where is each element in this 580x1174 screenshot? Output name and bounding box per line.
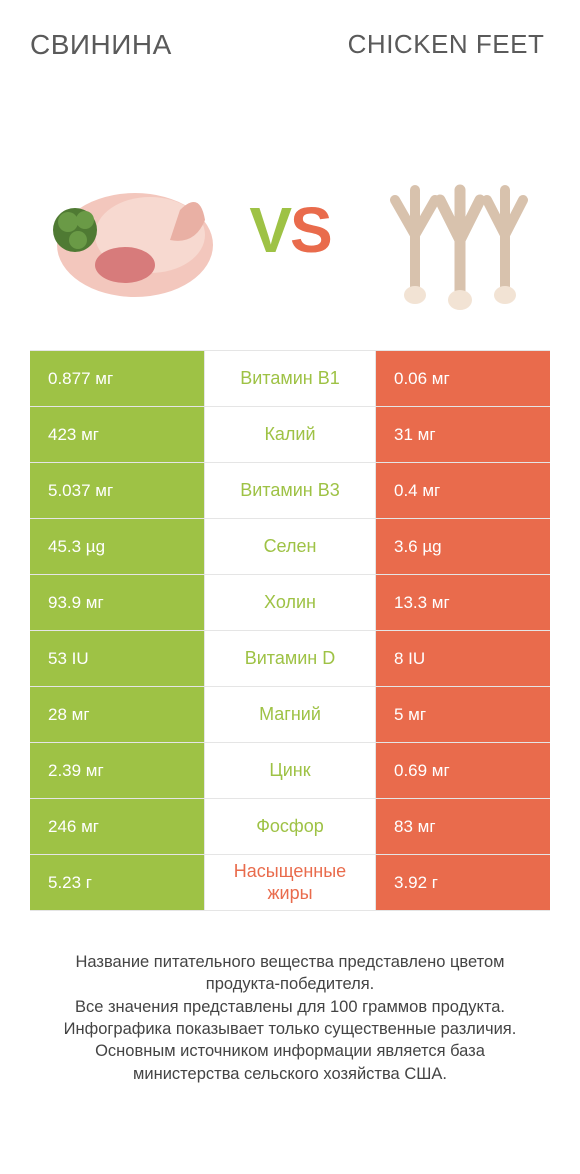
value-left: 53 IU: [30, 631, 205, 686]
vs-label: VS: [249, 198, 330, 262]
value-right: 83 мг: [375, 799, 550, 854]
title-left: Свинина: [30, 30, 238, 61]
product-right-image: [360, 150, 550, 310]
nutrient-label: Холин: [205, 575, 375, 630]
vs-v: V: [249, 198, 290, 262]
nutrient-table: 0.877 мгВитамин B10.06 мг423 мгКалий31 м…: [30, 350, 550, 911]
footer-line: Основным источником информации является …: [40, 1040, 540, 1085]
value-left: 246 мг: [30, 799, 205, 854]
value-right: 0.69 мг: [375, 743, 550, 798]
value-left: 28 мг: [30, 687, 205, 742]
product-left-image: [30, 150, 220, 310]
table-row: 53 IUВитамин D8 IU: [30, 631, 550, 687]
nutrient-label: Магний: [205, 687, 375, 742]
value-right: 3.6 µg: [375, 519, 550, 574]
nutrient-label: Витамин B3: [205, 463, 375, 518]
table-row: 45.3 µgСелен3.6 µg: [30, 519, 550, 575]
nutrient-label: Калий: [205, 407, 375, 462]
nutrient-label: Фосфор: [205, 799, 375, 854]
value-right: 5 мг: [375, 687, 550, 742]
value-left: 93.9 мг: [30, 575, 205, 630]
value-right: 0.06 мг: [375, 351, 550, 406]
footer-line: Инфографика показывает только существенн…: [40, 1018, 540, 1040]
footer-line: Название питательного вещества представл…: [40, 951, 540, 996]
table-row: 28 мгМагний5 мг: [30, 687, 550, 743]
value-right: 8 IU: [375, 631, 550, 686]
table-row: 2.39 мгЦинк0.69 мг: [30, 743, 550, 799]
value-left: 5.037 мг: [30, 463, 205, 518]
table-row: 5.037 мгВитамин B30.4 мг: [30, 463, 550, 519]
title-right: Chicken feet: [342, 30, 550, 59]
comparison-infographic: Свинина Chicken feet VS: [0, 0, 580, 1174]
value-right: 31 мг: [375, 407, 550, 462]
table-row: 5.23 гНасыщенные жиры3.92 г: [30, 855, 550, 911]
header: Свинина Chicken feet: [30, 30, 550, 120]
value-left: 0.877 мг: [30, 351, 205, 406]
value-right: 3.92 г: [375, 855, 550, 910]
value-left: 5.23 г: [30, 855, 205, 910]
value-left: 45.3 µg: [30, 519, 205, 574]
table-row: 246 мгФосфор83 мг: [30, 799, 550, 855]
value-right: 13.3 мг: [375, 575, 550, 630]
value-left: 423 мг: [30, 407, 205, 462]
table-row: 93.9 мгХолин13.3 мг: [30, 575, 550, 631]
footer-line: Все значения представлены для 100 граммо…: [40, 996, 540, 1018]
value-left: 2.39 мг: [30, 743, 205, 798]
nutrient-label: Насыщенные жиры: [205, 855, 375, 910]
table-row: 423 мгКалий31 мг: [30, 407, 550, 463]
footer-notes: Название питательного вещества представл…: [30, 951, 550, 1085]
nutrient-label: Селен: [205, 519, 375, 574]
vs-s: S: [290, 198, 331, 262]
table-row: 0.877 мгВитамин B10.06 мг: [30, 351, 550, 407]
nutrient-label: Цинк: [205, 743, 375, 798]
value-right: 0.4 мг: [375, 463, 550, 518]
nutrient-label: Витамин D: [205, 631, 375, 686]
nutrient-label: Витамин B1: [205, 351, 375, 406]
hero-row: VS: [30, 130, 550, 330]
